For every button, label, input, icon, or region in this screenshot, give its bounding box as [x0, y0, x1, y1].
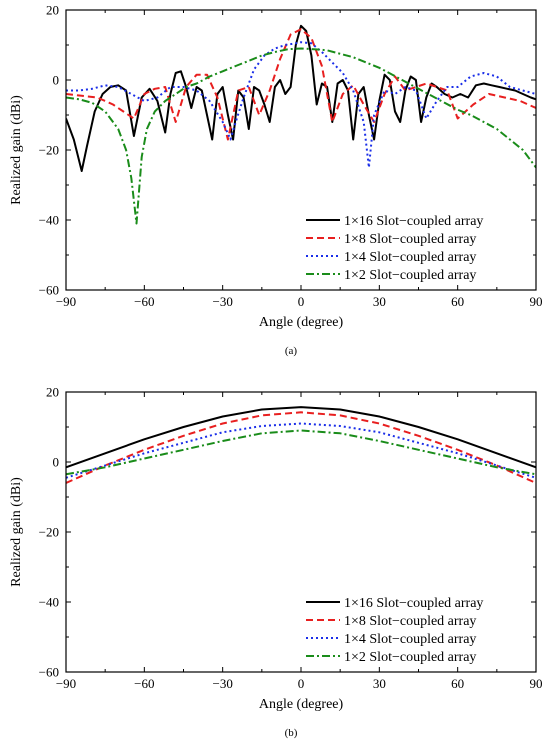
x-tick-label: 90	[530, 676, 543, 691]
series-line-2	[66, 411, 536, 484]
plot-frame	[65, 9, 537, 291]
series-line-3	[66, 422, 536, 479]
y-tick-label: −40	[39, 213, 59, 228]
x-tick-label: 90	[530, 294, 543, 309]
panel-caption: (a)	[285, 345, 298, 357]
y-tick-label: −20	[39, 143, 59, 158]
y-tick-label: 0	[53, 73, 60, 88]
x-tick-label: 0	[298, 676, 305, 691]
plot-frame	[65, 391, 537, 673]
x-tick-label: 0	[298, 294, 305, 309]
x-tick-label: 60	[451, 676, 464, 691]
legend-label: 1×2 Slot−coupled array	[344, 268, 476, 283]
series-line-4	[66, 47, 536, 225]
series-line-2	[66, 28, 536, 141]
x-tick-label: 30	[373, 294, 386, 309]
panel-caption: (b)	[285, 727, 298, 739]
legend: 1×16 Slot−coupled array 1×8 Slot−coupled …	[306, 214, 483, 283]
legend-label: 1×8 Slot−coupled array	[344, 232, 476, 247]
y-tick-label: −60	[39, 665, 59, 680]
y-axis-title: Realized gain (dBi)	[9, 95, 24, 205]
legend-label: 1×2 Slot−coupled array	[344, 650, 476, 665]
x-tick-label: −30	[212, 294, 232, 309]
series-line-1	[66, 406, 536, 469]
y-tick-label: 20	[46, 385, 59, 400]
series-line-1	[66, 24, 536, 172]
x-tick-label: −60	[134, 294, 154, 309]
legend: 1×16 Slot−coupled array 1×8 Slot−coupled …	[306, 596, 483, 665]
y-tick-label: −40	[39, 595, 59, 610]
legend-label: 1×4 Slot−coupled array	[344, 632, 476, 647]
legend-label: 1×8 Slot−coupled array	[344, 614, 476, 629]
x-tick-label: −60	[134, 676, 154, 691]
series-group	[66, 406, 536, 484]
series-group	[66, 24, 536, 225]
y-axis-title: Realized gain (dBi)	[9, 477, 24, 587]
x-axis-title: Angle (degree)	[259, 315, 344, 330]
series-line-4	[66, 429, 536, 476]
legend-label: 1×4 Slot−coupled array	[344, 250, 476, 265]
x-tick-label: 30	[373, 676, 386, 691]
y-tick-label: 20	[46, 3, 59, 18]
x-tick-label: −90	[56, 294, 76, 309]
x-axis-title: Angle (degree)	[259, 697, 344, 712]
x-tick-label: 60	[451, 294, 464, 309]
y-tick-label: 0	[53, 455, 60, 470]
y-tick-label: −60	[39, 283, 59, 298]
legend-label: 1×16 Slot−coupled array	[344, 214, 483, 229]
y-tick-label: −20	[39, 525, 59, 540]
series-line-3	[66, 41, 536, 169]
x-tick-label: −30	[212, 676, 232, 691]
x-tick-label: −90	[56, 676, 76, 691]
legend-label: 1×16 Slot−coupled array	[344, 596, 483, 611]
